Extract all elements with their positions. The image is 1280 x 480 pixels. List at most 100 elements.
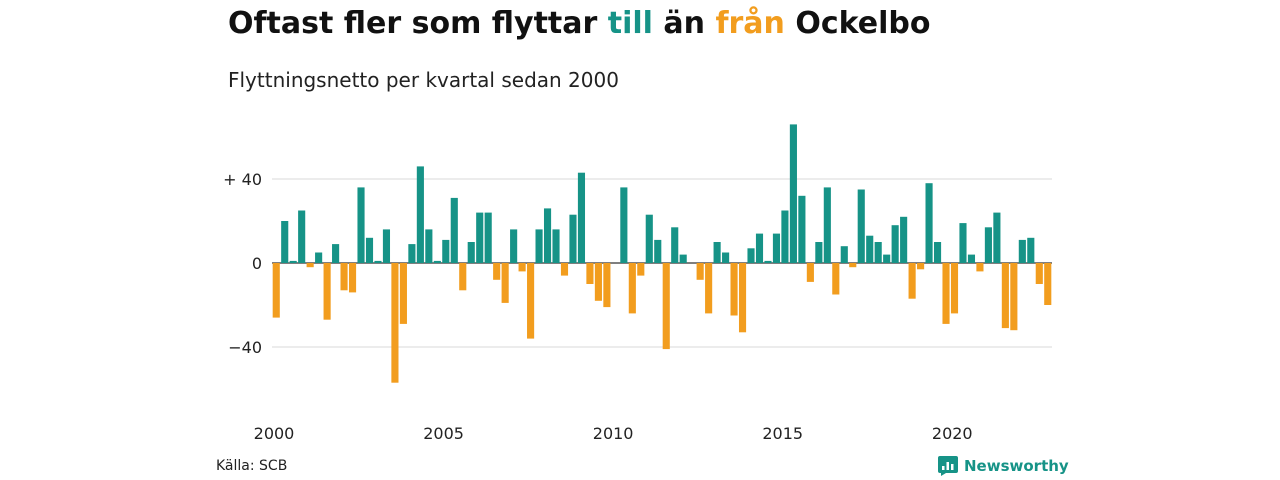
bar-positive [425,229,433,263]
title-highlight-out: från [715,6,785,41]
y-tick-label: + 40 [223,170,262,189]
bar-negative [272,263,280,318]
x-tick-label: 2005 [423,424,464,443]
bar-negative [399,263,407,324]
bar-negative [459,263,467,291]
bar-positive [416,166,424,263]
bar-positive [433,260,441,263]
bar-positive [543,208,552,263]
bar-positive [798,195,806,263]
bar-positive [789,124,797,264]
bar-chart: + 40 0 −40 2000 2005 2010 2015 2020 [223,124,1052,443]
bar-positive [374,260,382,263]
bar-negative [603,263,611,308]
bar-negative [696,263,704,280]
bar-negative [908,263,916,299]
bar-negative [1010,263,1018,331]
bar-negative [323,263,331,320]
bar-negative [730,263,738,316]
bar-negative [594,263,602,301]
bar-positive [857,189,865,263]
bar-negative [832,263,840,295]
bar-positive [442,239,450,263]
x-tick-label: 2020 [932,424,973,443]
bar-positive [654,239,662,263]
title-part-1: Oftast fler som flyttar [228,6,608,41]
bar-positive [772,233,781,263]
bar-positive [993,212,1001,263]
bar-negative [950,263,959,314]
bar-negative [738,263,747,333]
bar-negative [705,263,713,314]
bar-positive [467,242,475,263]
bar-positive [577,172,586,263]
bar-negative [501,263,509,303]
bar-negative [849,263,857,268]
x-tick-label: 2000 [254,424,295,443]
bar-positive [679,254,687,263]
bar-positive [823,187,831,263]
title-highlight-in: till [607,6,653,41]
bar-negative [628,263,636,314]
bar-negative [306,263,314,268]
bar-positive [755,233,764,263]
bar-positive [315,252,323,263]
title-part-2: än [652,6,716,41]
bar-positive [722,252,730,263]
bar-positive [866,235,874,263]
bar-negative [348,263,357,293]
bar-positive [535,229,543,263]
bar-negative [917,263,925,270]
bar-negative [637,263,645,276]
chart-title: Oftast fler som flyttar till än från Ock… [228,6,930,41]
newsworthy-logo-icon [938,456,958,476]
bar-positive [1018,239,1026,263]
bar-positive [484,212,492,263]
bar-negative [527,263,535,339]
bar-positive [365,237,374,263]
x-tick-label: 2015 [762,424,803,443]
chart-subtitle: Flyttningsnetto per kvartal sedan 2000 [228,68,619,92]
bar-positive [874,242,882,263]
bar-negative [586,263,594,284]
bar-positive [281,221,289,263]
bar-positive [552,229,560,263]
bar-negative [942,263,950,324]
y-tick-label: −40 [228,338,262,357]
bar-positive [747,248,755,263]
bar-negative [493,263,501,280]
source-note: Källa: SCB [216,458,288,474]
bar-negative [1001,263,1009,329]
y-tick-label: 0 [252,254,262,273]
bar-positive [620,187,628,263]
bar-positive [815,242,823,263]
bar-negative [976,263,984,272]
x-tick-label: 2010 [593,424,634,443]
bar-positive [781,210,789,263]
bar-negative [391,263,399,383]
bar-positive [671,227,679,263]
bar-negative [518,263,526,272]
bar-positive [298,210,306,263]
bar-negative [560,263,569,276]
bar-positive [967,254,976,263]
bar-negative [340,263,348,291]
bar-positive [925,183,933,263]
bar-positive [382,229,391,263]
brand-logo[interactable]: Newsworthy [938,456,1069,476]
bar-negative [806,263,814,282]
bar-negative [1035,263,1043,284]
bar-negative [1044,263,1052,305]
bar-positive [289,260,297,263]
bar-positive [933,242,942,263]
bar-positive [840,246,848,263]
bar-positive [357,187,365,263]
bar-positive [645,214,653,263]
title-part-3: Ockelbo [784,6,931,41]
bar-negative [662,263,670,350]
bars [272,124,1052,383]
bar-positive [408,244,416,263]
brand-name: Newsworthy [964,457,1069,475]
bar-positive [900,216,908,263]
axis-labels: + 40 0 −40 2000 2005 2010 2015 2020 [223,170,972,443]
